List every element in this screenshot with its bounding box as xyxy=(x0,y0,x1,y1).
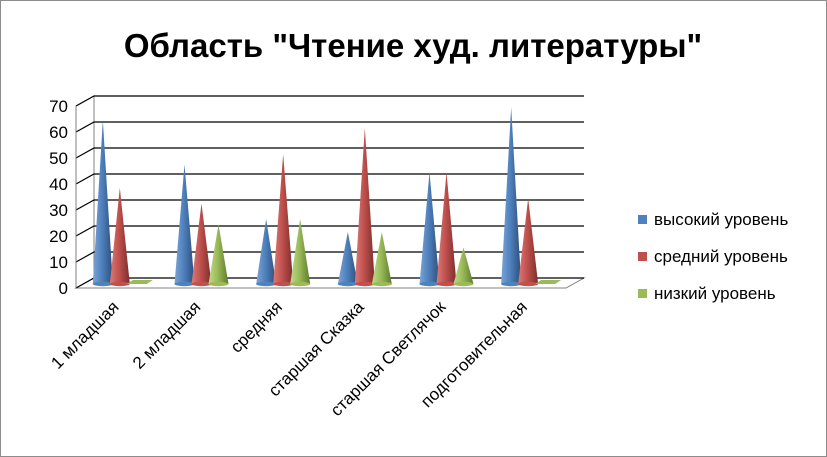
cone-face xyxy=(109,187,130,284)
cone-base xyxy=(371,281,392,287)
cone-bar xyxy=(126,280,153,284)
chart-title: Область "Чтение худ. литературы" xyxy=(124,27,702,64)
cone-face xyxy=(191,203,212,284)
legend: высокий уровень средний уровень низкий уро… xyxy=(638,210,788,303)
legend-label: высокий уровень xyxy=(654,210,788,229)
cone-face xyxy=(256,219,277,284)
cone-bar xyxy=(337,232,358,287)
cone-base xyxy=(174,281,195,287)
cone-base xyxy=(518,281,539,287)
cone-base xyxy=(191,281,212,287)
cone-bar xyxy=(109,187,130,287)
side-wall xyxy=(75,95,95,289)
gridline xyxy=(75,121,584,133)
cone-bar xyxy=(290,219,311,287)
cone-base xyxy=(453,281,474,287)
y-tick-label: 60 xyxy=(49,123,68,142)
cone-bar xyxy=(436,172,457,287)
cone-face xyxy=(419,172,440,284)
cone-base xyxy=(436,281,457,287)
y-tick-label: 20 xyxy=(49,227,68,246)
cone-bar xyxy=(174,164,195,287)
cone-bar xyxy=(501,107,522,287)
gridline xyxy=(75,225,584,237)
legend-label: низкий уровень xyxy=(654,284,776,303)
x-category-label: 1 младшая xyxy=(47,297,122,372)
cone-face xyxy=(371,232,392,284)
cone-bar xyxy=(419,172,440,287)
cone-bar xyxy=(191,203,212,287)
cone-base xyxy=(501,281,522,287)
cone-bar xyxy=(535,280,562,284)
x-category-label: средняя xyxy=(227,297,286,356)
legend-swatch xyxy=(638,289,647,298)
gridlines xyxy=(75,95,584,289)
data-series xyxy=(92,107,562,287)
cone-bar xyxy=(354,128,375,287)
cone-base xyxy=(419,281,440,287)
y-tick-label: 70 xyxy=(49,97,68,116)
cone-face xyxy=(273,154,294,284)
cone-base xyxy=(290,281,311,287)
legend-swatch xyxy=(638,215,647,224)
cone-base xyxy=(354,281,375,287)
cone-face xyxy=(436,172,457,284)
cone-bar xyxy=(518,198,539,287)
cone-face xyxy=(501,107,522,284)
legend-swatch xyxy=(638,252,647,261)
cone-face xyxy=(174,164,195,284)
flat-bar xyxy=(535,280,562,284)
cone-face xyxy=(208,224,229,284)
cone-face xyxy=(290,219,311,284)
y-axis-ticks: 0 10 20 30 40 50 60 70 xyxy=(49,97,68,298)
y-tick-label: 30 xyxy=(49,201,68,220)
cone-bar xyxy=(208,224,229,287)
y-tick-label: 50 xyxy=(49,149,68,168)
gridline xyxy=(75,95,584,107)
cone-bar xyxy=(92,120,113,287)
cone-face xyxy=(354,128,375,284)
cone-base xyxy=(208,281,229,287)
cone-base xyxy=(337,281,358,287)
cone-base xyxy=(92,281,113,287)
cone-bar xyxy=(371,232,392,287)
cone-base xyxy=(109,281,130,287)
gridline xyxy=(75,147,584,159)
x-category-label: 2 младшая xyxy=(129,297,204,372)
y-tick-label: 40 xyxy=(49,175,68,194)
cone-base xyxy=(273,281,294,287)
y-tick-label: 10 xyxy=(49,253,68,272)
y-tick-label: 0 xyxy=(59,279,68,298)
gridline xyxy=(75,251,584,263)
cone-face xyxy=(453,247,474,284)
legend-label: средний уровень xyxy=(654,247,788,266)
gridline xyxy=(75,173,584,185)
cone-face xyxy=(518,198,539,284)
cone-base xyxy=(256,281,277,287)
cone-face xyxy=(92,120,113,284)
cone-bar xyxy=(256,219,277,287)
gridline xyxy=(75,199,584,211)
cone-face xyxy=(337,232,358,284)
cone-bar xyxy=(273,154,294,287)
flat-bar xyxy=(126,280,153,284)
cone-bar xyxy=(453,247,474,287)
